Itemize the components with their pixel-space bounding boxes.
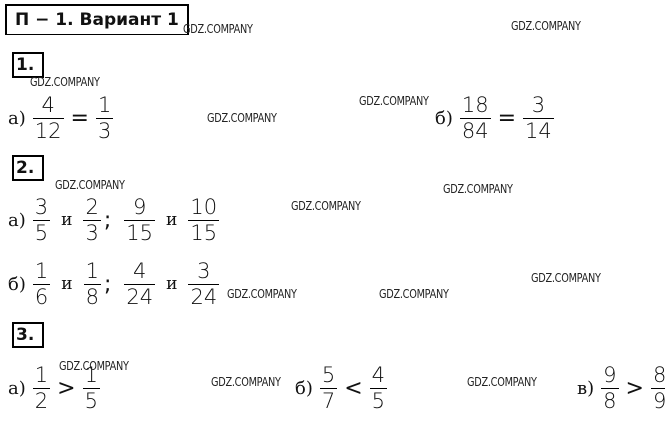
denominator: 8 xyxy=(601,387,619,413)
fraction: 3 24 xyxy=(188,258,220,310)
numerator: 1 xyxy=(97,92,112,117)
denominator: 2 xyxy=(32,387,51,413)
denominator: 9 xyxy=(650,387,665,414)
numerator: 2 xyxy=(85,194,99,219)
numerator: 4 xyxy=(133,258,147,283)
item-label: а) xyxy=(8,209,26,231)
fraction: 3 14 xyxy=(523,93,554,144)
fraction: 10 15 xyxy=(188,194,220,246)
watermark: GDZ.COMPANY xyxy=(227,287,297,301)
numerator: 1 xyxy=(34,362,49,387)
operator: = xyxy=(70,105,89,131)
fraction: 4 12 xyxy=(32,92,64,144)
denominator: 3 xyxy=(95,117,114,143)
operator: ; xyxy=(103,271,112,297)
exercise-item: б) 1 6 и 1 8; 4 24 и 3 24 xyxy=(8,256,222,312)
watermark: GDZ.COMPANY xyxy=(59,359,129,373)
watermark: GDZ.COMPANY xyxy=(443,182,513,196)
denominator: 5 xyxy=(82,387,100,413)
denominator: 14 xyxy=(523,117,554,143)
watermark: GDZ.COMPANY xyxy=(467,375,537,389)
denominator: 24 xyxy=(124,283,156,309)
exercise-item: б) 18 84 = 3 14 xyxy=(435,90,557,146)
exercise-item: а) 4 12 = 1 3 xyxy=(8,90,116,146)
watermark: GDZ.COMPANY xyxy=(55,178,125,192)
watermark: GDZ.COMPANY xyxy=(511,19,581,33)
denominator: 15 xyxy=(124,219,156,245)
numerator: 3 xyxy=(34,194,49,219)
item-label: в) xyxy=(577,377,595,399)
item-label: б) xyxy=(435,107,453,129)
fraction: 9 15 xyxy=(124,194,156,246)
fraction: 18 84 xyxy=(459,92,491,144)
denominator: 5 xyxy=(32,219,51,245)
watermark: GDZ.COMPANY xyxy=(379,287,449,301)
conjunction: и xyxy=(166,274,178,294)
operator: ; xyxy=(103,207,112,233)
denominator: 84 xyxy=(459,117,491,143)
numerator: 3 xyxy=(531,92,546,117)
numerator: 1 xyxy=(85,258,99,283)
exercise-item: б) 5 7 <4 5 xyxy=(295,360,390,416)
watermark: GDZ.COMPANY xyxy=(30,75,100,89)
watermark: GDZ.COMPANY xyxy=(359,94,429,108)
operator: < xyxy=(344,375,363,401)
watermark: GDZ.COMPANY xyxy=(211,375,281,389)
conjunction: и xyxy=(166,210,178,230)
fraction: 4 24 xyxy=(124,258,156,310)
item-label: а) xyxy=(8,377,26,399)
denominator: 24 xyxy=(188,283,220,309)
numerator: 5 xyxy=(321,362,336,387)
watermark: GDZ.COMPANY xyxy=(183,22,253,36)
watermark: GDZ.COMPANY xyxy=(531,271,601,285)
exercise-item: в) 9 8 >8 9 xyxy=(577,360,665,416)
operator: > xyxy=(57,375,76,401)
watermark: GDZ.COMPANY xyxy=(207,111,277,125)
numerator: 8 xyxy=(652,362,665,387)
denominator: 7 xyxy=(319,387,338,413)
operator: > xyxy=(625,375,644,401)
numerator: 1 xyxy=(84,362,98,387)
item-label: б) xyxy=(295,377,313,399)
conjunction: и xyxy=(61,210,73,230)
denominator: 3 xyxy=(83,219,101,245)
denominator: 12 xyxy=(32,117,64,143)
item-label: а) xyxy=(8,107,26,129)
numerator: 4 xyxy=(371,362,386,387)
item-label: б) xyxy=(8,273,26,295)
section-number: 3. xyxy=(12,322,44,348)
numerator: 9 xyxy=(132,194,147,219)
operator: = xyxy=(497,105,517,131)
section-number: 1. xyxy=(12,52,44,78)
denominator: 8 xyxy=(83,283,101,309)
numerator: 18 xyxy=(461,92,489,117)
denominator: 5 xyxy=(369,387,388,413)
conjunction: и xyxy=(61,274,73,294)
numerator: 9 xyxy=(603,362,617,387)
section-number: 2. xyxy=(12,155,44,181)
exercise-item: а) 1 2 >1 5 xyxy=(8,360,103,416)
denominator: 15 xyxy=(188,219,220,245)
title: П − 1. Вариант 1 xyxy=(5,4,189,35)
numerator: 3 xyxy=(197,258,211,283)
watermark: GDZ.COMPANY xyxy=(291,199,361,213)
denominator: 6 xyxy=(32,283,51,309)
exercise-item: а) 3 5 и 2 3; 9 15 и 10 15 xyxy=(8,192,222,248)
numerator: 4 xyxy=(41,92,55,117)
numerator: 10 xyxy=(190,194,218,219)
numerator: 1 xyxy=(34,258,49,283)
